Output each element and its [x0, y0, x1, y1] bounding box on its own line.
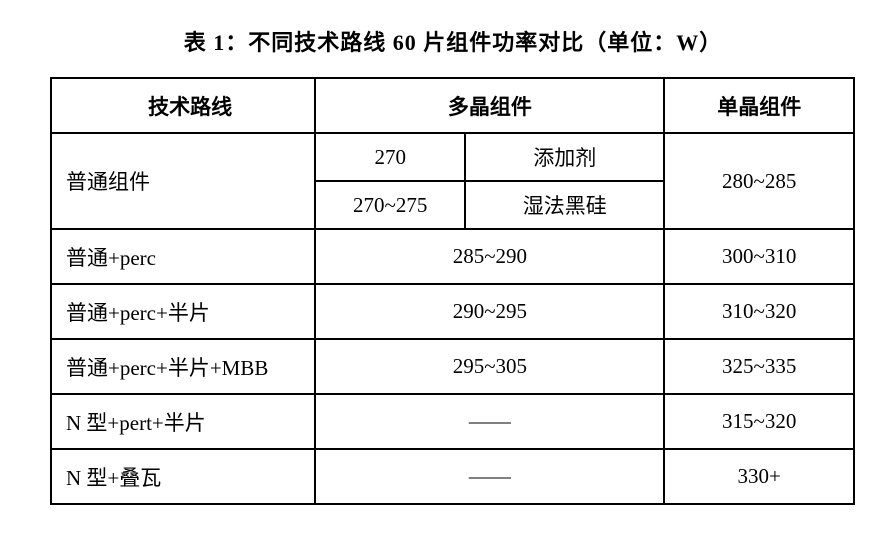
cell-poly-label: 添加剂	[465, 133, 664, 181]
cell-tech: 普通+perc+半片+MBB	[51, 339, 315, 394]
header-poly: 多晶组件	[315, 78, 664, 133]
table-row: 普通+perc 285~290 300~310	[51, 229, 854, 284]
cell-mono: 280~285	[664, 133, 854, 229]
table-row: 普通组件 270 添加剂 280~285	[51, 133, 854, 181]
cell-poly: ——	[315, 449, 664, 504]
table-container: 技术路线 多晶组件 单晶组件 普通组件 270 添加剂 280~285 270~…	[50, 77, 856, 505]
table-row: N 型+pert+半片 —— 315~320	[51, 394, 854, 449]
cell-mono: 325~335	[664, 339, 854, 394]
cell-poly: ——	[315, 394, 664, 449]
cell-mono: 315~320	[664, 394, 854, 449]
cell-poly-value: 270	[315, 133, 465, 181]
table-header-row: 技术路线 多晶组件 单晶组件	[51, 78, 854, 133]
cell-poly: 285~290	[315, 229, 664, 284]
comparison-table: 技术路线 多晶组件 单晶组件 普通组件 270 添加剂 280~285 270~…	[50, 77, 855, 505]
cell-mono: 330+	[664, 449, 854, 504]
cell-tech: 普通组件	[51, 133, 315, 229]
cell-mono: 310~320	[664, 284, 854, 339]
cell-tech: 普通+perc	[51, 229, 315, 284]
cell-tech: N 型+叠瓦	[51, 449, 315, 504]
cell-tech: 普通+perc+半片	[51, 284, 315, 339]
cell-poly-label: 湿法黑硅	[465, 181, 664, 229]
table-row: 普通+perc+半片+MBB 295~305 325~335	[51, 339, 854, 394]
header-tech: 技术路线	[51, 78, 315, 133]
cell-poly: 290~295	[315, 284, 664, 339]
table-row: N 型+叠瓦 —— 330+	[51, 449, 854, 504]
table-title: 表 1：不同技术路线 60 片组件功率对比（单位：W）	[50, 25, 856, 57]
header-mono: 单晶组件	[664, 78, 854, 133]
cell-poly-value: 270~275	[315, 181, 465, 229]
cell-mono: 300~310	[664, 229, 854, 284]
cell-poly: 295~305	[315, 339, 664, 394]
table-row: 普通+perc+半片 290~295 310~320	[51, 284, 854, 339]
cell-tech: N 型+pert+半片	[51, 394, 315, 449]
